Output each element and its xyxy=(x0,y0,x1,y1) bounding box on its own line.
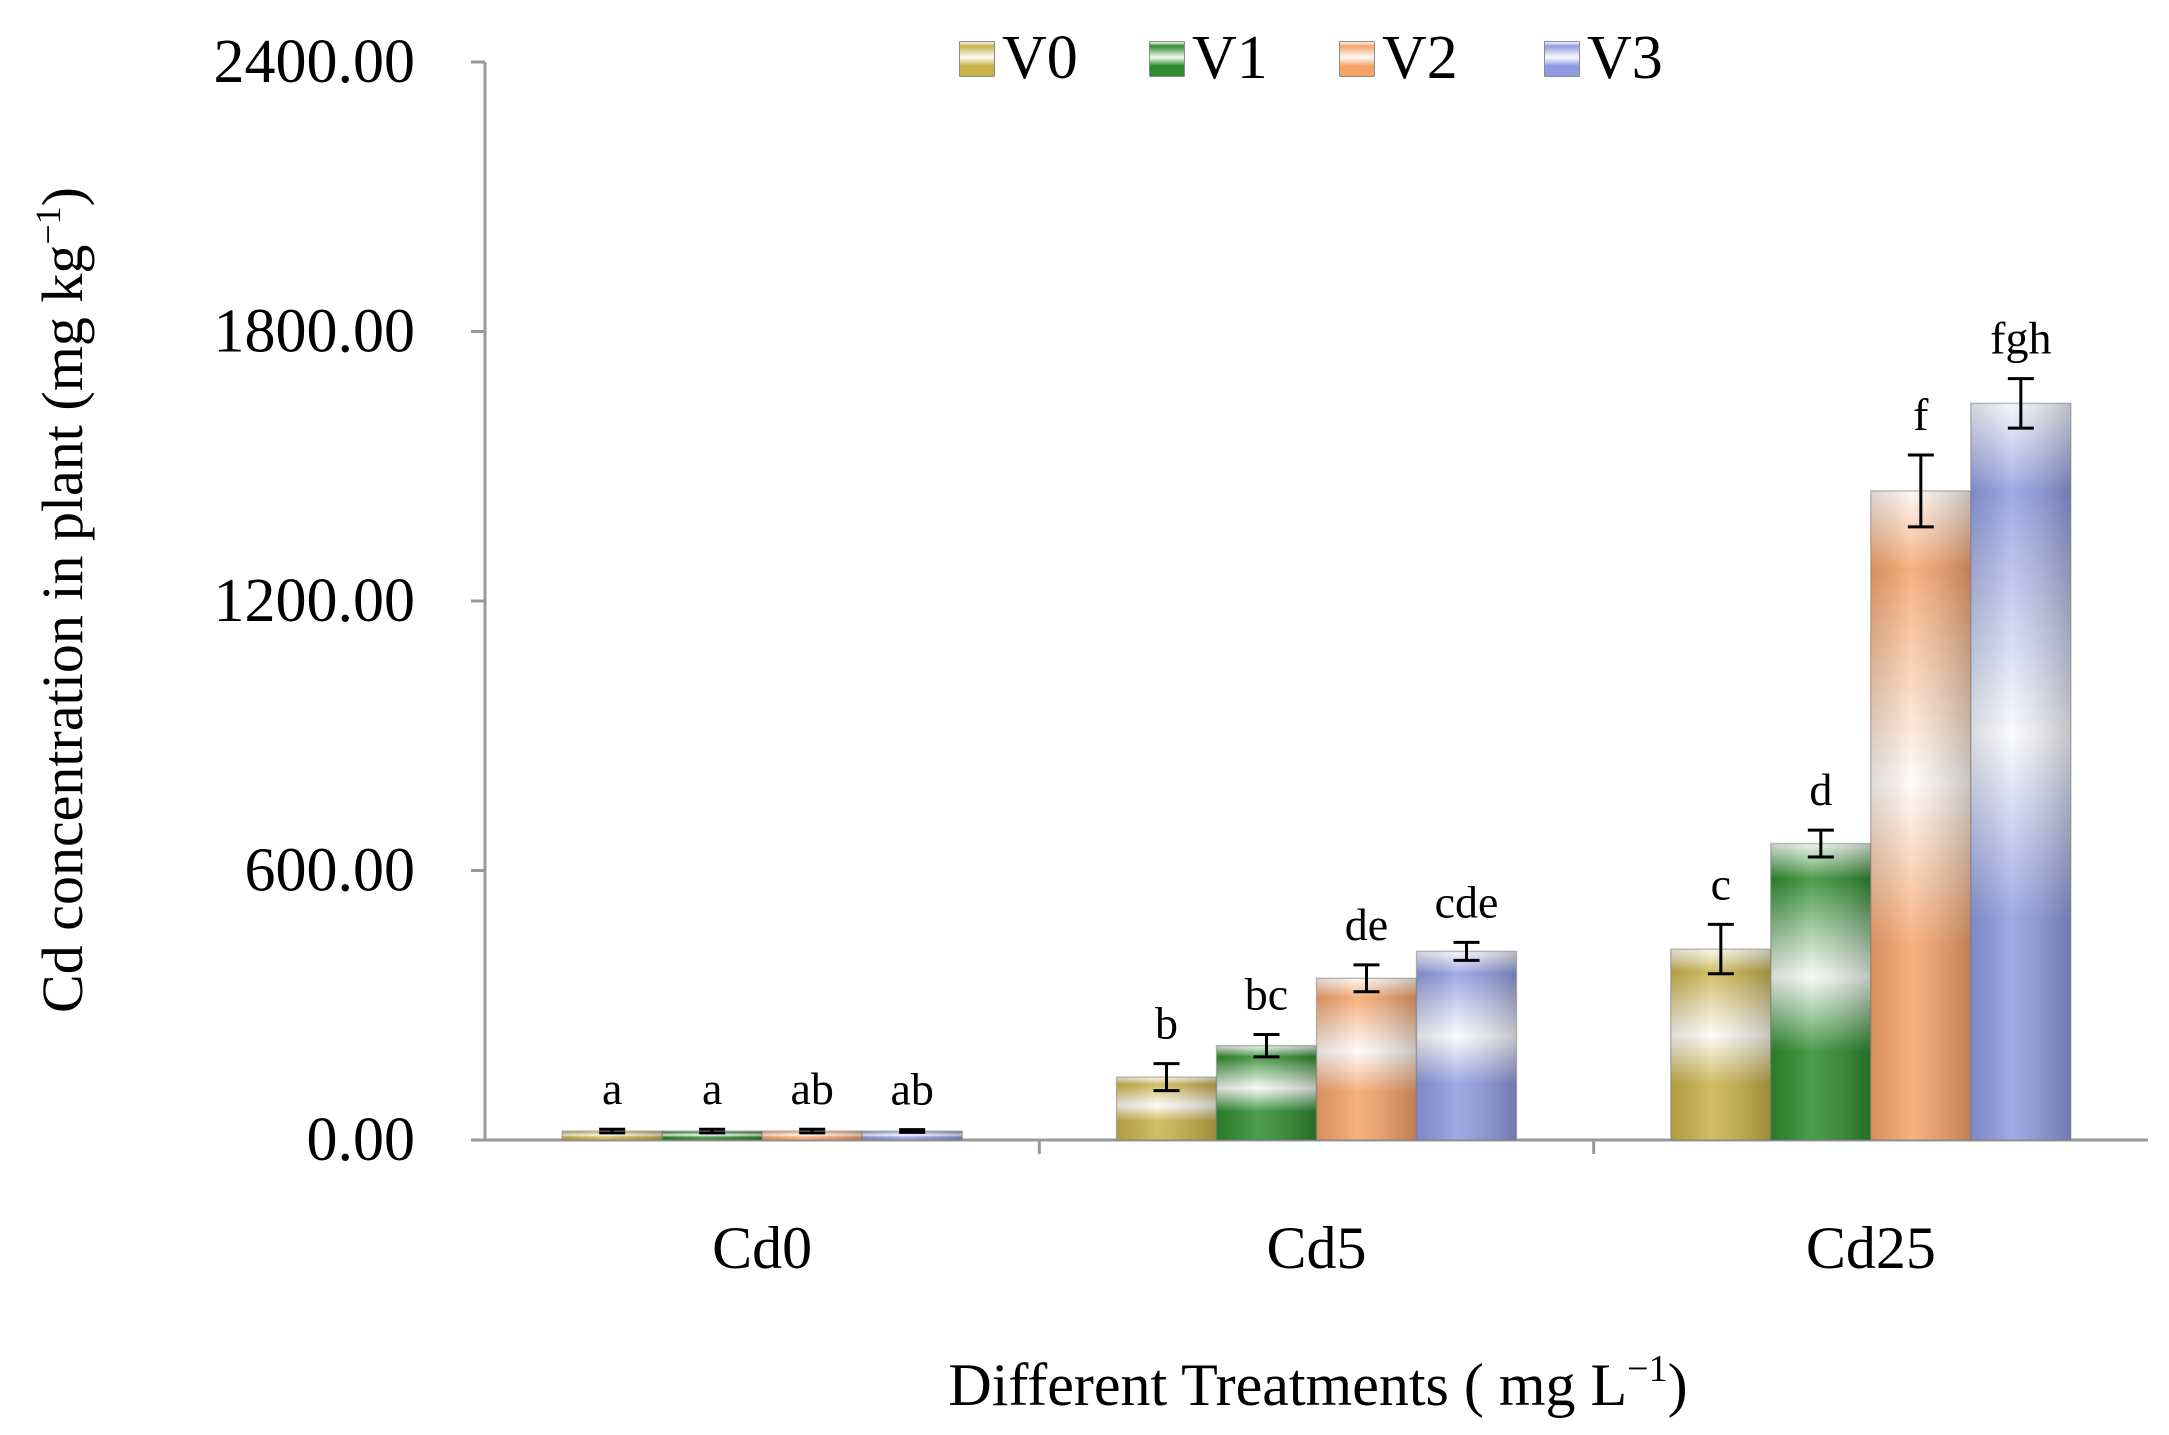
x-axis-label: Different Treatments ( mg L−1) xyxy=(948,1348,1687,1418)
error-bar xyxy=(1153,1062,1180,1093)
bar-shade xyxy=(1970,402,2072,1141)
legend-swatch-gloss xyxy=(960,42,994,76)
significance-letter: ab xyxy=(890,1064,933,1115)
legend-swatch-gloss xyxy=(1340,42,1374,76)
bars-group: a a ab ab b bc de cde c d f fgh xyxy=(561,313,2072,1141)
legend-swatch-gloss xyxy=(1150,42,1184,76)
y-axis-label: Cd concentration in plant (mg kg−1) xyxy=(28,187,95,1013)
error-bar xyxy=(799,1127,826,1135)
significance-letter: c xyxy=(1711,858,1731,909)
y-tick-label: 1200.00 xyxy=(214,567,416,635)
y-tick-label: 1800.00 xyxy=(214,298,416,366)
significance-letter: b xyxy=(1155,998,1178,1049)
x-axis-ticks: Cd0 Cd5 Cd25 xyxy=(712,1140,1936,1281)
x-tick-label: Cd25 xyxy=(1806,1215,1936,1281)
significance-letter: f xyxy=(1913,389,1929,440)
error-bar xyxy=(1453,940,1480,962)
significance-letter: de xyxy=(1345,899,1388,950)
legend-item-v0: V0 xyxy=(959,24,1078,92)
significance-letter: a xyxy=(602,1063,622,1114)
error-bar xyxy=(1807,828,1834,859)
significance-letter: fgh xyxy=(1990,313,2051,364)
legend-swatch-gloss xyxy=(1545,42,1579,76)
legend: V0 V1 V2 V3 xyxy=(959,24,1663,92)
legend-label: V3 xyxy=(1587,24,1663,92)
error-bar xyxy=(1707,922,1734,976)
significance-letter: a xyxy=(702,1063,722,1114)
bar-shade xyxy=(1415,950,1518,1141)
y-tick-label: 600.00 xyxy=(245,837,416,905)
legend-label: V2 xyxy=(1382,24,1458,92)
x-tick-label: Cd0 xyxy=(712,1215,812,1281)
significance-letter: d xyxy=(1809,764,1832,815)
x-tick-label: Cd5 xyxy=(1266,1215,1366,1281)
error-bar xyxy=(599,1127,626,1135)
y-tick-label: 0.00 xyxy=(307,1106,416,1174)
bar-shade xyxy=(1770,842,1872,1141)
x-axis-label-end: ) xyxy=(1668,1352,1688,1418)
error-bar xyxy=(899,1128,926,1134)
y-axis-label-sup: −1 xyxy=(28,206,68,244)
legend-label: V1 xyxy=(1192,24,1268,92)
error-bar xyxy=(699,1127,726,1135)
error-bar xyxy=(1907,453,1934,529)
legend-label: V0 xyxy=(1002,24,1078,92)
bar-shade xyxy=(1315,977,1418,1141)
significance-letter: cde xyxy=(1435,876,1499,927)
significance-letter: ab xyxy=(790,1063,833,1114)
legend-item-v2: V2 xyxy=(1339,24,1458,92)
bar-shade xyxy=(1215,1044,1318,1141)
legend-item-v3: V3 xyxy=(1544,24,1663,92)
error-bar xyxy=(1353,963,1380,994)
error-bar xyxy=(1253,1032,1280,1059)
bar-shade xyxy=(1670,948,1772,1141)
bar-shade xyxy=(1870,490,1972,1141)
significance-letter: bc xyxy=(1245,968,1288,1019)
y-axis-label-end: ) xyxy=(30,187,95,206)
y-tick-label: 2400.00 xyxy=(214,28,416,96)
legend-item-v1: V1 xyxy=(1149,24,1268,92)
x-axis-label-sup: −1 xyxy=(1627,1348,1667,1390)
y-axis-ticks: 0.00 600.00 1200.00 1800.00 2400.00 xyxy=(214,28,485,1174)
error-bar xyxy=(2007,377,2034,430)
